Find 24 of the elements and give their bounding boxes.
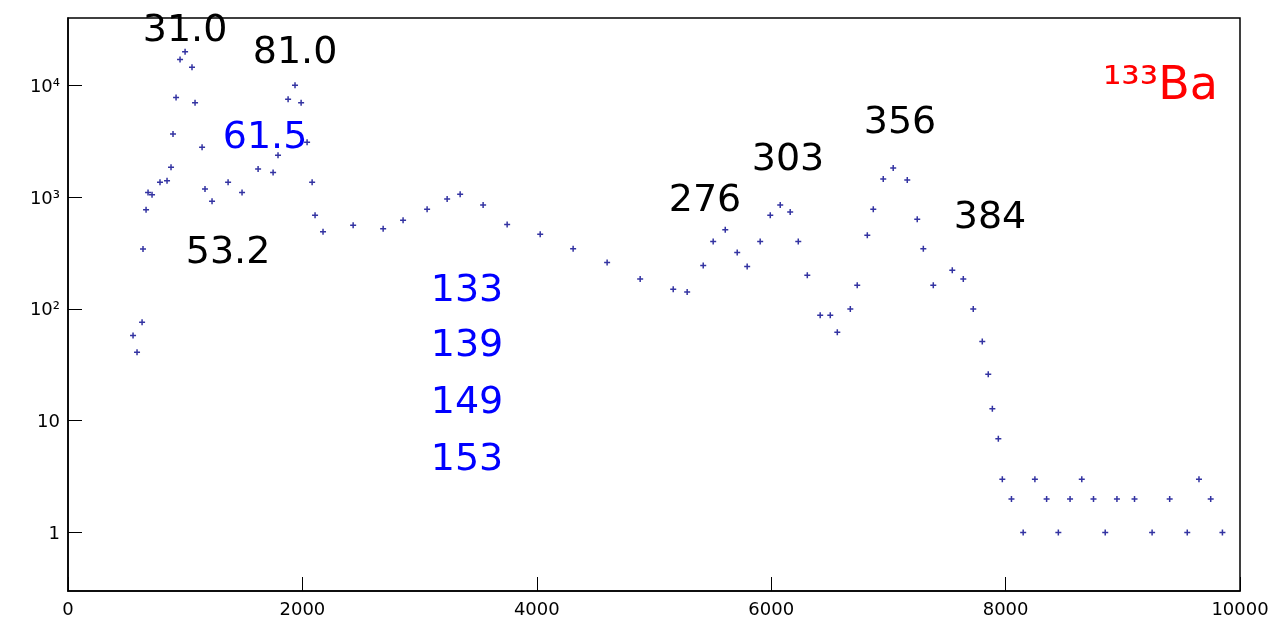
y-tick-label: 10² — [29, 298, 60, 320]
x-tick-label: 6000 — [748, 597, 795, 619]
x-tick-label: 0 — [62, 597, 74, 619]
annotation: 384 — [953, 193, 1027, 237]
y-tick-label: 10⁴ — [29, 74, 60, 96]
text: ¹³³Ba — [1102, 56, 1219, 110]
annotation: 149 — [430, 378, 504, 422]
annotation: 53.2 — [185, 228, 271, 272]
annotation: 31.0 — [142, 6, 228, 50]
annotation: 356 — [863, 98, 937, 142]
y-tick-label: 10³ — [29, 186, 60, 208]
x-tick-label: 4000 — [513, 597, 560, 619]
annotation: 153 — [430, 435, 504, 479]
annotation: 139 — [430, 321, 504, 365]
annotation: 81.0 — [252, 28, 338, 72]
annotation: 303 — [751, 135, 825, 179]
annotation: 276 — [668, 176, 742, 220]
annotation: 133 — [430, 266, 504, 310]
x-tick-label: 10000 — [1211, 597, 1269, 619]
annotation: 61.5 — [222, 113, 308, 157]
y-tick-label: 1 — [48, 522, 60, 544]
x-tick-label: 8000 — [982, 597, 1029, 619]
x-tick-label: 2000 — [279, 597, 326, 619]
y-tick-label: 10 — [37, 410, 60, 432]
